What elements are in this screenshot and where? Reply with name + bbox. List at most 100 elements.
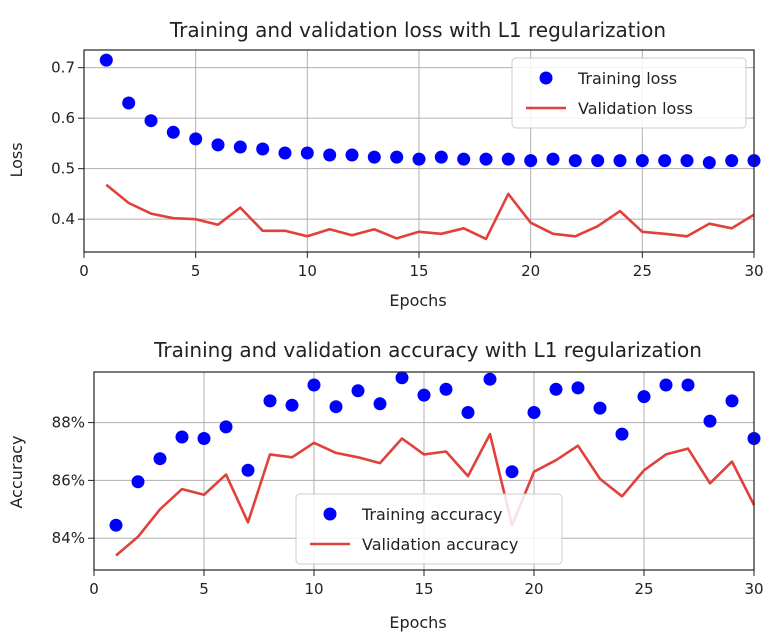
loss-plot-area — [99, 53, 761, 241]
accuracy-x-tick-label: 0 — [89, 580, 99, 598]
loss-training-point — [501, 152, 515, 166]
loss-training-point — [546, 152, 560, 166]
loss-validation-line — [105, 183, 755, 241]
accuracy-training-point — [329, 400, 343, 414]
accuracy-x-tick-label: 20 — [524, 580, 543, 598]
loss-training-point — [568, 154, 582, 168]
loss-x-tick-label: 10 — [298, 262, 317, 280]
loss-training-point — [635, 154, 649, 168]
accuracy-x-tick-label: 25 — [634, 580, 653, 598]
loss-x-axis-label: Epochs — [389, 291, 446, 310]
loss-training-point — [189, 132, 203, 146]
loss-training-point — [479, 152, 493, 166]
accuracy-training-point — [461, 406, 475, 419]
loss-training-point — [702, 156, 716, 170]
loss-chart-title: Training and validation loss with L1 reg… — [169, 18, 666, 42]
loss-training-point — [457, 152, 471, 166]
accuracy-y-ticks: 84% 86% 88% — [52, 414, 94, 547]
loss-training-point — [613, 154, 627, 168]
accuracy-axes-frame — [93, 371, 755, 571]
loss-training-point — [122, 96, 136, 110]
loss-x-tick-label: 20 — [521, 262, 540, 280]
accuracy-training-point — [219, 420, 233, 434]
accuracy-y-axis-label: Accuracy — [7, 435, 26, 508]
accuracy-training-point — [109, 518, 123, 532]
loss-training-point — [144, 114, 158, 128]
accuracy-training-point — [263, 394, 277, 408]
accuracy-training-point — [681, 378, 695, 392]
loss-training-point — [256, 142, 270, 156]
accuracy-training-point — [571, 381, 585, 395]
loss-training-point — [680, 154, 694, 168]
loss-y-tick-label: 0.7 — [51, 59, 75, 77]
accuracy-training-point — [483, 372, 497, 386]
accuracy-y-tick-label: 88% — [52, 414, 85, 432]
accuracy-training-point — [703, 414, 717, 428]
loss-legend-label: Training loss — [577, 69, 677, 88]
accuracy-training-point — [175, 430, 189, 444]
loss-training-point — [725, 154, 739, 168]
accuracy-legend: Training accuracy Validation accuracy — [295, 493, 563, 565]
accuracy-x-tick-label: 15 — [414, 580, 433, 598]
accuracy-validation-line — [115, 432, 756, 557]
loss-legend-label: Validation loss — [578, 99, 693, 118]
loss-subplot: Training and validation loss with L1 reg… — [7, 18, 764, 310]
accuracy-y-tick-label: 86% — [52, 471, 85, 489]
accuracy-subplot: Training and validation accuracy with L1… — [7, 338, 764, 632]
loss-x-tick-label: 25 — [633, 262, 652, 280]
loss-training-point — [591, 154, 605, 168]
accuracy-y-tick-label: 84% — [52, 529, 85, 547]
loss-x-tick-label: 15 — [409, 262, 428, 280]
loss-y-axis-label: Loss — [7, 142, 26, 177]
accuracy-training-point — [439, 382, 453, 396]
loss-axes-frame — [83, 49, 755, 253]
accuracy-training-point — [549, 382, 563, 396]
loss-y-ticks: 0.4 0.5 0.6 0.7 — [51, 59, 84, 228]
accuracy-training-point — [637, 390, 651, 404]
accuracy-training-point — [395, 371, 409, 385]
loss-training-point — [211, 138, 225, 152]
loss-y-tick-label: 0.4 — [51, 210, 75, 228]
accuracy-legend-label: Validation accuracy — [362, 535, 518, 554]
accuracy-training-point — [615, 427, 629, 441]
loss-y-tick-label: 0.5 — [51, 160, 75, 178]
accuracy-training-point — [505, 465, 519, 479]
loss-training-point — [99, 53, 113, 67]
accuracy-training-point — [527, 406, 541, 419]
accuracy-x-axis-label: Epochs — [389, 613, 446, 632]
accuracy-x-tick-label: 30 — [744, 580, 763, 598]
loss-training-point — [412, 152, 426, 166]
loss-training-point — [524, 154, 538, 168]
loss-x-ticks: 0 5 10 15 20 25 30 — [79, 252, 764, 280]
loss-legend-box — [511, 57, 747, 129]
accuracy-legend-dot-marker — [323, 507, 337, 521]
loss-x-tick-label: 5 — [191, 262, 201, 280]
loss-x-tick-label: 30 — [744, 262, 763, 280]
accuracy-training-point — [373, 397, 387, 411]
accuracy-training-point — [725, 394, 739, 408]
loss-training-point — [434, 150, 448, 164]
accuracy-x-ticks: 0 5 10 15 20 25 30 — [89, 570, 764, 598]
loss-training-point — [323, 148, 337, 162]
loss-y-tick-label: 0.6 — [51, 109, 75, 127]
accuracy-x-tick-label: 10 — [304, 580, 323, 598]
loss-legend-dot-marker — [539, 71, 553, 85]
accuracy-training-point — [241, 463, 255, 477]
accuracy-training-point — [593, 401, 607, 415]
accuracy-training-point — [351, 384, 365, 398]
accuracy-training-point — [285, 398, 299, 412]
accuracy-training-point — [659, 378, 673, 392]
loss-x-tick-label: 0 — [79, 262, 89, 280]
loss-training-point — [390, 150, 404, 164]
loss-training-point — [658, 154, 672, 168]
accuracy-chart-title: Training and validation accuracy with L1… — [153, 338, 702, 362]
accuracy-training-point — [307, 378, 321, 392]
loss-training-point — [300, 146, 314, 160]
loss-training-point — [367, 150, 381, 164]
loss-training-point — [278, 146, 292, 160]
accuracy-x-tick-label: 5 — [199, 580, 209, 598]
accuracy-legend-box — [295, 493, 563, 565]
accuracy-training-point — [131, 475, 145, 489]
accuracy-training-point — [197, 432, 211, 445]
